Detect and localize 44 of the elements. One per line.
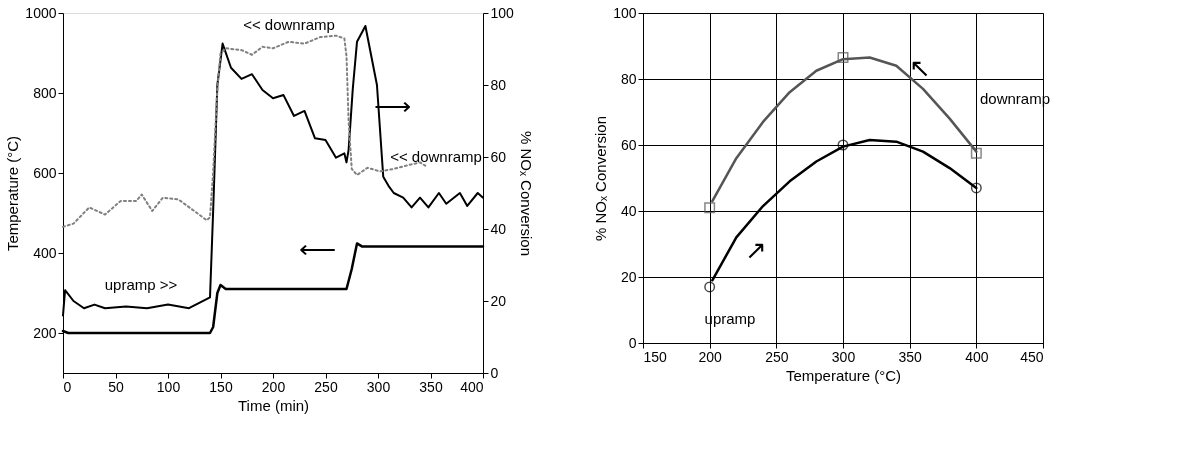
y2-tick-label: 20 xyxy=(490,292,507,309)
x-tick-label: 150 xyxy=(209,378,233,395)
y-axis-title: Temperature (°C) xyxy=(4,135,22,252)
x-tick-label: 250 xyxy=(765,348,789,365)
y-tick-label: 0 xyxy=(628,334,637,351)
x-tick-label: 450 xyxy=(1020,348,1044,365)
x-axis-title: Time (min) xyxy=(237,396,310,414)
y2-tick-label: 60 xyxy=(490,148,507,165)
y2-tick-label: 40 xyxy=(490,220,507,237)
x-tick-label: 50 xyxy=(108,378,124,395)
x-tick-label: 350 xyxy=(419,378,443,395)
y-tick-label: 80 xyxy=(620,70,637,87)
x-tick-label: 400 xyxy=(460,378,484,395)
annotation: ↗ xyxy=(745,235,767,265)
y2-tick-label: 80 xyxy=(490,76,507,93)
x-tick-label: 150 xyxy=(643,348,668,365)
y-axis-title: % NOₓ Conversion xyxy=(592,116,610,241)
x-tick-label: 400 xyxy=(965,348,989,365)
x-axis-title: Temperature (°C) xyxy=(785,366,902,384)
y-tick-label: 60 xyxy=(620,136,637,153)
y-tick-label: 100 xyxy=(613,4,637,21)
y2-tick-label: 0 xyxy=(490,364,499,381)
annotation: ⟵ xyxy=(298,234,336,264)
x-tick-label: 300 xyxy=(366,378,391,395)
y-tick-label: 1000 xyxy=(25,4,57,21)
x-tick-label: 200 xyxy=(698,348,723,365)
x-tick-label: 0 xyxy=(63,378,72,395)
y2-axis-title: % NOₓ Conversion xyxy=(517,131,535,256)
x-tick-label: 200 xyxy=(261,378,286,395)
x-tick-label: 350 xyxy=(898,348,923,365)
x-tick-label: 100 xyxy=(156,378,181,395)
y-tick-label: 20 xyxy=(620,268,637,285)
y-tick-label: 200 xyxy=(33,324,57,341)
x-tick-label: 250 xyxy=(314,378,338,395)
y-tick-label: 600 xyxy=(33,164,57,181)
y2-tick-label: 100 xyxy=(490,4,515,21)
y-tick-label: 800 xyxy=(33,84,57,101)
annotation: upramp >> xyxy=(104,276,178,293)
x-tick-label: 300 xyxy=(831,348,856,365)
annotation: << downramp xyxy=(390,148,482,165)
y-tick-label: 40 xyxy=(620,202,637,219)
annotation: ↖ xyxy=(909,53,931,83)
annotation: << downramp xyxy=(243,16,335,33)
y-tick-label: 400 xyxy=(33,244,57,261)
